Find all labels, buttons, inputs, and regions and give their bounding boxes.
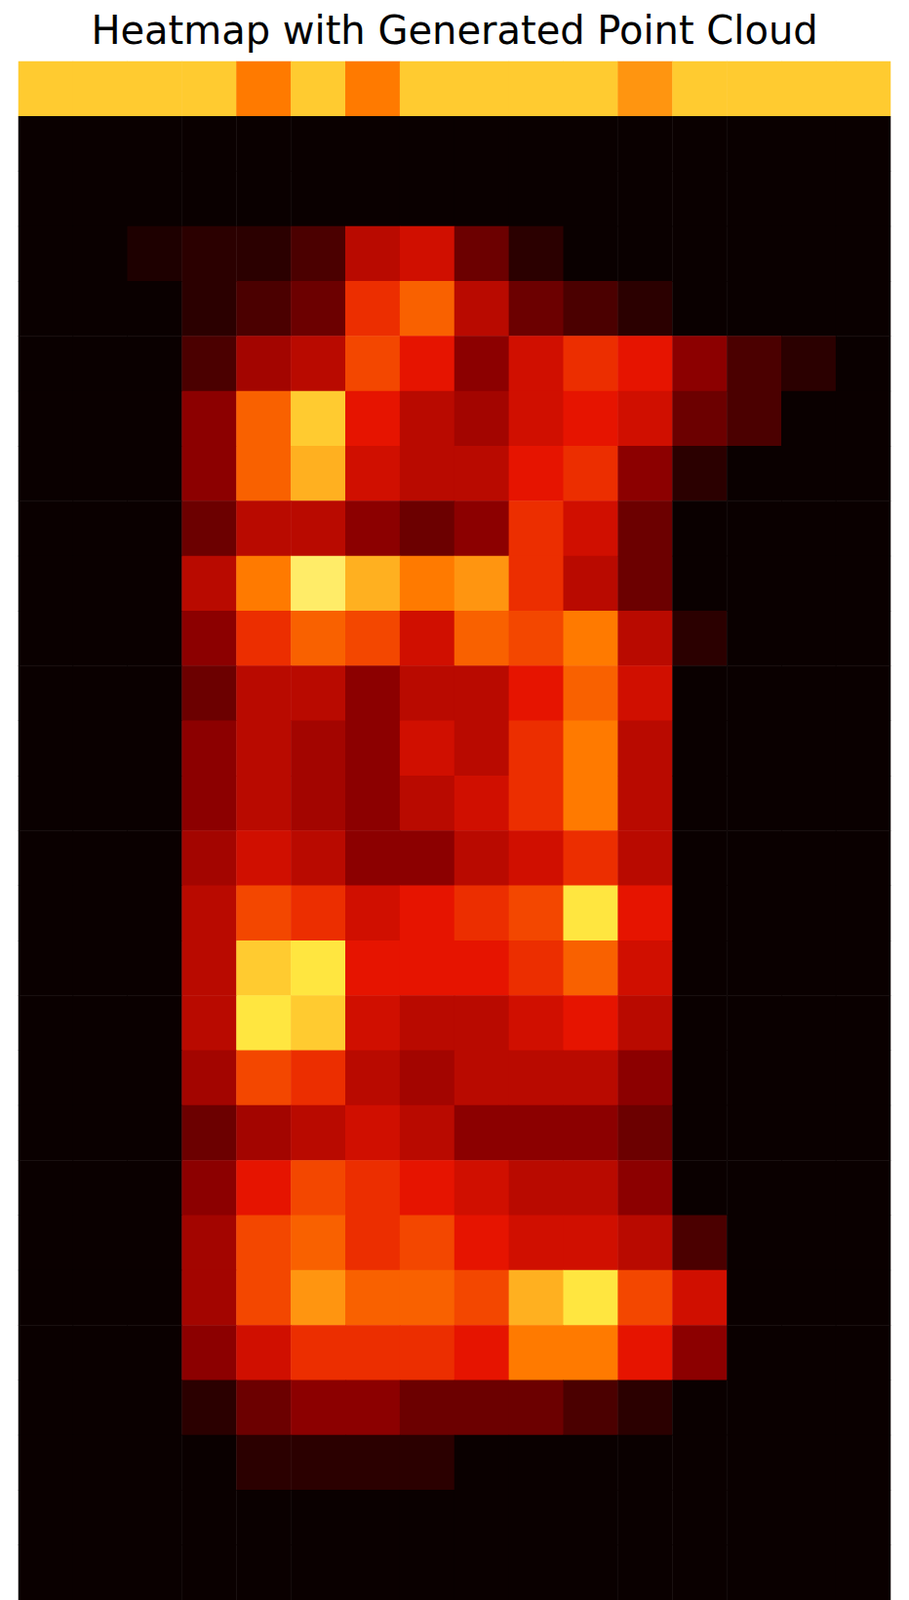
svg-text:Heatmap with Generated Point C: Heatmap with Generated Point Cloud bbox=[90, 7, 818, 53]
